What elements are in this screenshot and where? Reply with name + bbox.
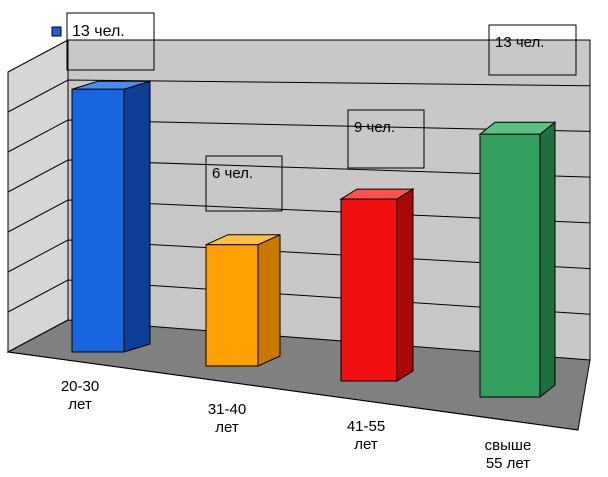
bar [340, 198, 398, 382]
legend-label: 13 чел. [72, 23, 125, 40]
category-label: 41-55 лет [347, 418, 385, 453]
data-label-box [205, 155, 283, 212]
data-label: 6 чел. [212, 165, 253, 182]
chart-wall-outline [67, 39, 591, 360]
data-label: 9 чел. [354, 119, 395, 136]
gridline [7, 279, 591, 315]
category-label: свыше 55 лет [485, 437, 532, 472]
chart-back-wall [68, 40, 590, 360]
chart-left-wall [7, 39, 69, 353]
bar-side [257, 233, 281, 367]
gridline [7, 159, 591, 193]
legend-box [66, 12, 155, 71]
bar [71, 88, 125, 353]
bar-side [123, 80, 151, 353]
category-label: 31-40 лет [208, 401, 246, 436]
bar [205, 244, 259, 367]
data-label-box [347, 109, 425, 169]
gridline [7, 239, 591, 273]
data-label: 13 чел. [495, 34, 544, 51]
bar [479, 133, 541, 398]
gridline [7, 79, 591, 113]
legend-swatch [51, 26, 62, 37]
gridline [7, 119, 591, 153]
bar-side [396, 188, 414, 382]
bar-side [539, 121, 556, 399]
category-label: 20-30 лет [61, 378, 99, 413]
gridline [7, 199, 591, 233]
chart-floor-front-edge [7, 351, 579, 431]
data-label-box [488, 24, 577, 76]
